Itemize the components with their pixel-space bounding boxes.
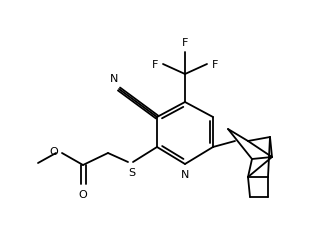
Text: O: O	[78, 189, 88, 199]
Text: F: F	[182, 38, 188, 48]
Text: S: S	[129, 167, 136, 177]
Text: N: N	[110, 74, 118, 84]
Text: N: N	[181, 169, 189, 179]
Text: F: F	[212, 60, 218, 70]
Text: O: O	[49, 146, 58, 156]
Text: F: F	[151, 60, 158, 70]
